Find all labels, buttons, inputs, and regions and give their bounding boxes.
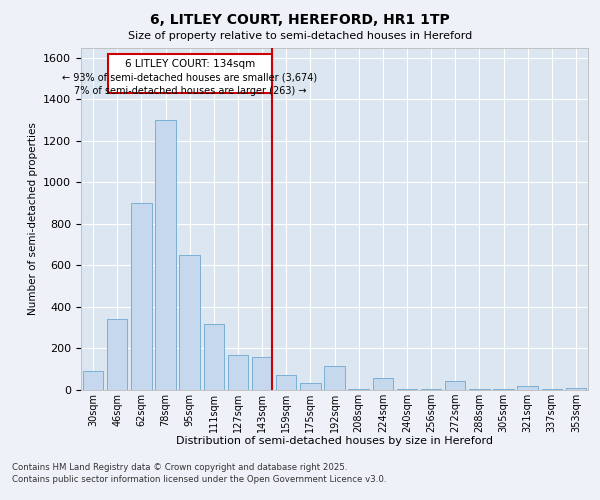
Bar	[107, 320, 127, 390]
Bar	[566, 388, 586, 390]
Bar	[445, 380, 466, 390]
Bar	[276, 376, 296, 390]
Bar	[131, 203, 152, 390]
Text: 6 LITLEY COURT: 134sqm: 6 LITLEY COURT: 134sqm	[125, 59, 255, 69]
Bar	[179, 255, 200, 390]
Text: Contains public sector information licensed under the Open Government Licence v3: Contains public sector information licen…	[12, 475, 386, 484]
Bar	[397, 389, 417, 390]
Bar	[83, 372, 103, 390]
Y-axis label: Number of semi-detached properties: Number of semi-detached properties	[28, 122, 38, 315]
Bar	[517, 386, 538, 390]
Bar	[542, 389, 562, 390]
Bar	[252, 357, 272, 390]
FancyBboxPatch shape	[107, 54, 272, 93]
Text: 7% of semi-detached houses are larger (263) →: 7% of semi-detached houses are larger (2…	[74, 86, 306, 96]
Bar	[324, 366, 345, 390]
Text: Size of property relative to semi-detached houses in Hereford: Size of property relative to semi-detach…	[128, 31, 472, 41]
Bar	[469, 389, 490, 390]
Bar	[155, 120, 176, 390]
X-axis label: Distribution of semi-detached houses by size in Hereford: Distribution of semi-detached houses by …	[176, 436, 493, 446]
Bar	[349, 389, 369, 390]
Bar	[227, 354, 248, 390]
Bar	[421, 389, 442, 390]
Bar	[373, 378, 393, 390]
Bar	[203, 324, 224, 390]
Bar	[493, 389, 514, 390]
Text: 6, LITLEY COURT, HEREFORD, HR1 1TP: 6, LITLEY COURT, HEREFORD, HR1 1TP	[150, 12, 450, 26]
Bar	[300, 382, 320, 390]
Text: ← 93% of semi-detached houses are smaller (3,674): ← 93% of semi-detached houses are smalle…	[62, 73, 317, 83]
Text: Contains HM Land Registry data © Crown copyright and database right 2025.: Contains HM Land Registry data © Crown c…	[12, 462, 347, 471]
